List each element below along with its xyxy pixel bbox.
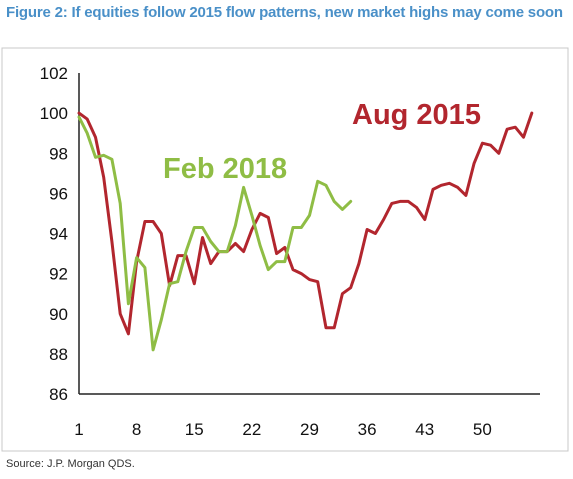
x-tick-label: 1 (74, 420, 83, 439)
series-line-aug-2015 (77, 111, 534, 336)
source-note: Source: J.P. Morgan QDS. (6, 458, 135, 470)
x-tick-label: 43 (415, 420, 434, 439)
x-tick-labels: 1 8 15 22 29 36 43 50 (74, 420, 492, 439)
x-tick-label: 8 (132, 420, 141, 439)
figure-title: Figure 2: If equities follow 2015 flow p… (6, 4, 563, 21)
y-tick-label: 92 (49, 265, 68, 284)
x-tick-label: 50 (473, 420, 492, 439)
y-tick-labels: 86 88 90 92 94 96 98 100 102 (40, 64, 68, 404)
y-tick-label: 86 (49, 385, 68, 404)
x-tick-label: 22 (242, 420, 261, 439)
y-tick-label: 98 (49, 144, 68, 163)
x-tick-label: 29 (300, 420, 319, 439)
series-label-aug-2015: Aug 2015 (352, 99, 481, 131)
y-tick-label: 100 (40, 104, 68, 123)
x-tick-label: 36 (358, 420, 377, 439)
y-tick-label: 88 (49, 345, 68, 364)
y-tick-label: 102 (40, 64, 68, 83)
series-label-feb-2018: Feb 2018 (163, 153, 287, 185)
y-tick-label: 90 (49, 305, 68, 324)
x-tick-label: 15 (185, 420, 204, 439)
series-line-feb-2018 (77, 115, 353, 352)
y-tick-label: 94 (49, 225, 68, 244)
y-tick-label: 96 (49, 184, 68, 203)
series-lines (77, 111, 534, 352)
